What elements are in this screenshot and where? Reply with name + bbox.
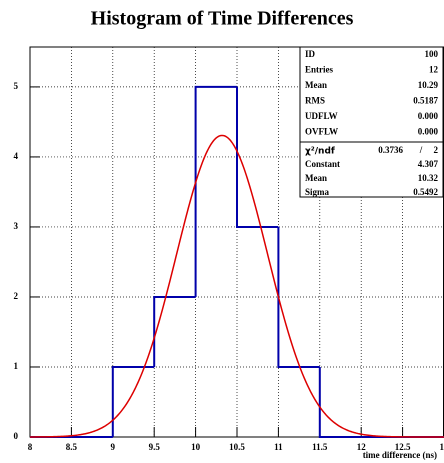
chart-title: Histogram of Time Differences xyxy=(91,8,354,30)
stats-name: Entries xyxy=(305,65,333,75)
fit-value: 10.32 xyxy=(418,173,439,183)
x-tick-label: 9.5 xyxy=(149,442,161,452)
x-tick-label: 8.5 xyxy=(66,442,78,452)
stats-value: 12 xyxy=(429,65,439,75)
y-tick-label: 1 xyxy=(14,361,19,371)
y-tick-label: 3 xyxy=(14,221,19,231)
fit-name: Sigma xyxy=(305,187,330,197)
fit-value: 0.5492 xyxy=(413,187,438,197)
y-tick-label: 4 xyxy=(14,151,19,161)
stats-name: Mean xyxy=(305,80,327,90)
x-tick-label: 11.5 xyxy=(312,442,328,452)
chi2-ndf: 2 xyxy=(434,145,439,155)
stats-box xyxy=(299,46,444,198)
stats-value: 0.5187 xyxy=(413,96,438,106)
stats-name: ID xyxy=(305,49,316,59)
x-tick-label: 9 xyxy=(111,442,116,452)
histogram-bin xyxy=(318,366,362,438)
x-tick-label: 12 xyxy=(357,442,367,452)
histogram-bin xyxy=(153,295,196,367)
stats-name: OVFLW xyxy=(305,127,338,137)
stats-value: 100 xyxy=(425,49,439,59)
y-tick-label: 5 xyxy=(14,81,19,91)
fit-curve xyxy=(30,134,444,438)
histogram-bin xyxy=(111,365,155,437)
stats-value: 10.29 xyxy=(418,80,439,90)
fit-name: Constant xyxy=(305,159,340,169)
x-tick-label: 13 xyxy=(440,442,444,452)
chi2-separator: / xyxy=(419,145,423,155)
x-tick-label: 11 xyxy=(274,442,283,452)
y-tick-label: 0 xyxy=(14,431,19,441)
x-tick-label: 10 xyxy=(191,442,201,452)
y-tick-label: 2 xyxy=(14,291,19,301)
chi2-value: 0.3736 xyxy=(378,145,403,155)
stats-value: 0.000 xyxy=(418,111,439,121)
stats-name: RMS xyxy=(305,96,325,106)
histogram-bin xyxy=(236,86,279,228)
chi2-name: χ²/ndf xyxy=(305,147,335,157)
histogram-bin xyxy=(277,226,320,368)
fit-value: 4.307 xyxy=(418,159,439,169)
x-tick-label: 8 xyxy=(28,442,33,452)
histogram-bin xyxy=(194,85,237,297)
x-tick-label: 10.5 xyxy=(229,442,245,452)
fit-name: Mean xyxy=(305,173,327,183)
stats-value: 0.000 xyxy=(418,127,439,137)
x-tick-label: 12.5 xyxy=(395,442,411,452)
stats-name: UDFLW xyxy=(305,111,338,121)
x-axis-label: time difference (ns) xyxy=(363,450,437,460)
